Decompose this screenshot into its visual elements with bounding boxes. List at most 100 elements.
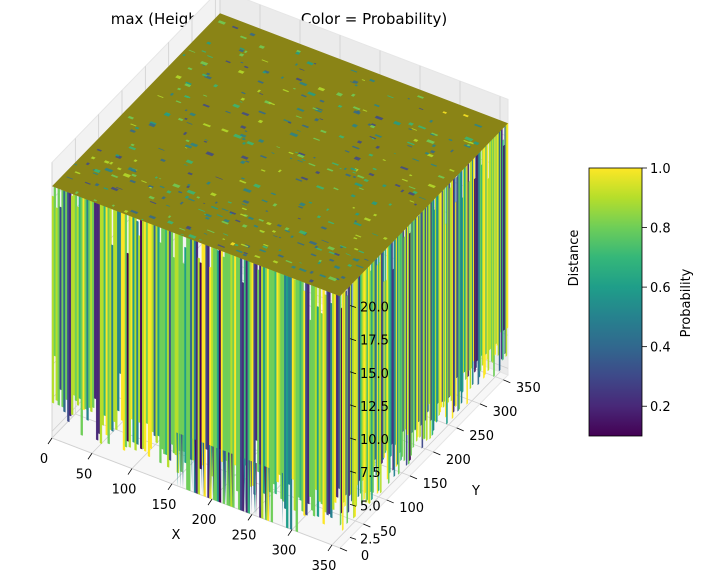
surface-spike-29 (212, 446, 214, 500)
surface-patch-415 (350, 81, 356, 84)
surface-patch-354 (261, 59, 269, 63)
surface-facet-L-27 (103, 205, 107, 417)
surface-facet-R-103 (455, 200, 457, 408)
surface-patch-67 (298, 202, 306, 207)
surface-patch-233 (291, 265, 297, 269)
surface-facet-L-141 (322, 289, 325, 525)
surface-facet-L-0 (51, 195, 55, 404)
surface-patch-268 (315, 185, 325, 190)
surface-patch-341 (66, 176, 74, 180)
y-tick-label-7: 350 (516, 381, 541, 396)
surface-patch-180 (361, 79, 366, 81)
surface-facet-L-118 (278, 272, 281, 476)
surface-patch-345 (115, 186, 123, 190)
surface-patch-237 (340, 275, 346, 279)
surface-patch-243 (179, 227, 186, 231)
surface-patch-144 (327, 221, 335, 225)
surface-patch-216 (232, 103, 241, 109)
surface-patch-213 (442, 111, 448, 114)
surface-facet-L-124 (289, 276, 293, 531)
x-tick-label-5: 250 (232, 528, 257, 543)
surface-patch-76 (355, 234, 362, 238)
y-tick-mark-5 (456, 427, 464, 432)
x-tick-label-1: 50 (76, 467, 93, 482)
z-tick-mark-2 (349, 470, 357, 474)
surface-patch-219 (265, 210, 269, 212)
x-tick-mark-1 (87, 453, 93, 460)
surface-patch-186 (110, 186, 119, 192)
surface-facet-L-55 (157, 226, 160, 437)
surface-patch-370 (238, 49, 245, 53)
surface-patch-156 (284, 229, 291, 233)
surface-patch-42 (184, 144, 193, 149)
surface-patch-185 (375, 145, 381, 149)
surface-patch-299 (313, 156, 316, 159)
surface-patch-93 (134, 126, 140, 130)
surface-patch-110 (260, 231, 264, 233)
surface-facet-L-130 (301, 281, 304, 512)
surface-patch-230 (243, 65, 249, 69)
surface-facet-L-83 (211, 246, 214, 477)
surface-patch-151 (204, 139, 209, 141)
colorbar-gradient (588, 167, 643, 437)
surface-patch-293 (430, 163, 438, 167)
surface-patch-307 (294, 63, 299, 66)
surface-patch-323 (418, 196, 426, 200)
surface-patch-50 (431, 144, 437, 148)
surface-patch-115 (318, 259, 322, 263)
surface-facet-L-13 (76, 206, 80, 406)
surface-patch-231 (237, 70, 245, 74)
surface-patch-29 (93, 199, 98, 202)
surface-patch-246 (206, 41, 212, 45)
surface-facet-L-9 (69, 192, 72, 417)
surface-patch-253 (185, 139, 190, 143)
surface-spike-3 (255, 462, 257, 517)
z-tick-mark-3 (349, 437, 357, 441)
surface-patch-133 (261, 199, 268, 203)
surface-facet-L-134 (309, 319, 312, 498)
surface-patch-396 (308, 279, 314, 283)
y-tick-mark-7 (503, 379, 511, 384)
surface-patch-23 (210, 205, 219, 210)
surface-spike-14 (250, 460, 252, 515)
surface-facet-L-19 (88, 199, 91, 409)
surface-patch-211 (240, 97, 246, 101)
surface-patch-291 (169, 92, 174, 96)
surface-spike-22 (228, 452, 230, 506)
surface-patch-377 (84, 181, 91, 185)
surface-patch-398 (127, 167, 137, 172)
surface-facet-L-18 (86, 199, 89, 421)
surface-patch-206 (122, 173, 131, 178)
surface-patch-142 (259, 93, 264, 95)
surface-patch-54 (289, 132, 299, 138)
surface-patch-360 (158, 147, 165, 151)
surface-patch-102 (116, 167, 122, 171)
surface-patch-342 (141, 218, 144, 221)
surface-patch-55 (298, 152, 306, 156)
surface-patch-361 (240, 155, 249, 160)
surface-patch-199 (239, 47, 245, 51)
surface-patch-297 (288, 151, 294, 155)
z-tick-mark-1 (349, 503, 357, 507)
surface-patch-379 (183, 95, 189, 98)
colorbar-tick-label-1: 0.4 (650, 341, 671, 356)
x-tick-mark-7 (327, 544, 333, 552)
surface-patch-403 (201, 50, 207, 53)
surface-patch-125 (235, 249, 243, 254)
surface-patch-408 (429, 119, 434, 123)
x-tick-label-3: 150 (152, 498, 177, 513)
surface-facet-L-40 (128, 215, 131, 448)
surface-patch-364 (74, 191, 79, 195)
surface-facet-L-58 (163, 228, 166, 455)
surface-facet-L-4 (59, 206, 62, 391)
surface-facet-L-121 (284, 274, 287, 510)
surface-patch-296 (308, 240, 318, 246)
surface-patch-200 (166, 190, 172, 194)
surface-facet-L-82 (209, 266, 212, 500)
surface-patch-33 (202, 103, 210, 108)
surface-patch-389 (277, 254, 285, 258)
x-tick-mark-5 (247, 514, 253, 521)
surface-patch-327 (320, 226, 328, 230)
surface-patch-353 (259, 249, 267, 253)
surface-facet-L-122 (286, 275, 289, 529)
